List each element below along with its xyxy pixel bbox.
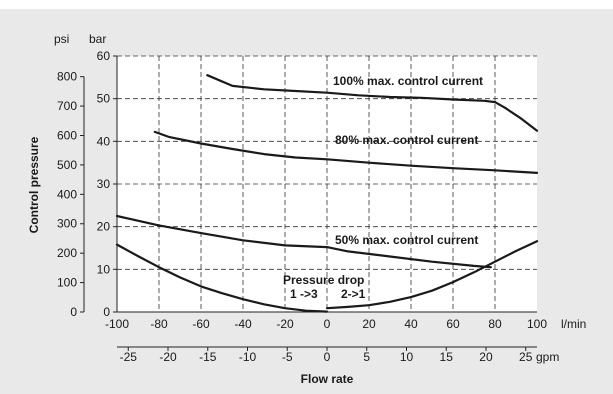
gpm-tick-label: 5 xyxy=(363,350,370,364)
x-axis-title: Flow rate xyxy=(301,372,354,386)
bar-tick-label: 0 xyxy=(103,305,110,319)
gpm-tick-label: -20 xyxy=(159,350,177,364)
gpm-tick-label: 10 xyxy=(400,350,414,364)
series-line-2 xyxy=(153,130,539,174)
psi-tick-label: 200 xyxy=(57,246,77,260)
psi-tick-label: 600 xyxy=(57,128,77,142)
lpm-tick-label: 0 xyxy=(324,317,331,331)
psi-tick-label: 400 xyxy=(57,187,77,201)
psi-tick-label: 100 xyxy=(57,276,77,290)
grid-lines xyxy=(117,55,537,312)
series-line-5 xyxy=(325,240,539,310)
lpm-tick-label: -20 xyxy=(276,317,294,331)
gpm-unit-label: gpm xyxy=(536,350,559,364)
bar-tick-label: 60 xyxy=(97,49,111,63)
series-line-3 xyxy=(115,214,492,269)
gpm-tick-label: 0 xyxy=(324,350,331,364)
gpm-tick-label: -5 xyxy=(282,350,293,364)
bar-tick-label: 10 xyxy=(97,262,111,276)
lpm-tick-label: 100 xyxy=(527,317,547,331)
label-drop-1-3: 1 ->3 xyxy=(290,287,318,301)
psi-unit-label: psi xyxy=(54,32,69,46)
lpm-tick-label: 60 xyxy=(446,317,460,331)
gpm-tick-label: -25 xyxy=(120,350,138,364)
bar-unit-label: bar xyxy=(89,32,106,46)
bar-tick-label: 50 xyxy=(97,92,111,106)
lpm-tick-label: 20 xyxy=(362,317,376,331)
y-axis-title: Control pressure xyxy=(27,136,41,233)
label-100pct: 100% max. control current xyxy=(333,74,483,88)
gpm-tick-label: -15 xyxy=(199,350,217,364)
top-strip xyxy=(0,0,613,9)
lpm-tick-label: -40 xyxy=(234,317,252,331)
bar-tick-label: 40 xyxy=(97,134,111,148)
lpm-tick-label: -100 xyxy=(105,317,129,331)
psi-tick-label: 700 xyxy=(57,99,77,113)
lpm-tick-label: -80 xyxy=(150,317,168,331)
lpm-tick-label: 40 xyxy=(404,317,418,331)
lpm-unit-label: l/min xyxy=(561,317,586,331)
lpm-tick-label: 80 xyxy=(488,317,502,331)
tick-labels: 01002003004005006007008000102030405060-1… xyxy=(57,49,547,364)
bar-tick-label: 30 xyxy=(97,177,111,191)
label-drop-2-1: 2->1 xyxy=(341,287,366,301)
series-line-1 xyxy=(206,74,539,132)
psi-tick-label: 300 xyxy=(57,217,77,231)
label-pressure-drop: Pressure drop xyxy=(283,273,364,287)
series-line-4 xyxy=(115,243,329,313)
label-80pct: 80% max. control current xyxy=(335,133,478,147)
data-series xyxy=(115,74,539,313)
psi-tick-label: 800 xyxy=(57,70,77,84)
lpm-tick-label: -60 xyxy=(192,317,210,331)
bar-tick-label: 20 xyxy=(97,220,111,234)
label-50pct: 50% max. control current xyxy=(335,233,478,247)
psi-tick-label: 500 xyxy=(57,158,77,172)
gpm-tick-label: 20 xyxy=(479,350,493,364)
gpm-tick-label: -10 xyxy=(239,350,257,364)
psi-tick-label: 0 xyxy=(70,305,77,319)
gpm-tick-label: 15 xyxy=(440,350,454,364)
gpm-tick-label: 25 xyxy=(519,350,533,364)
